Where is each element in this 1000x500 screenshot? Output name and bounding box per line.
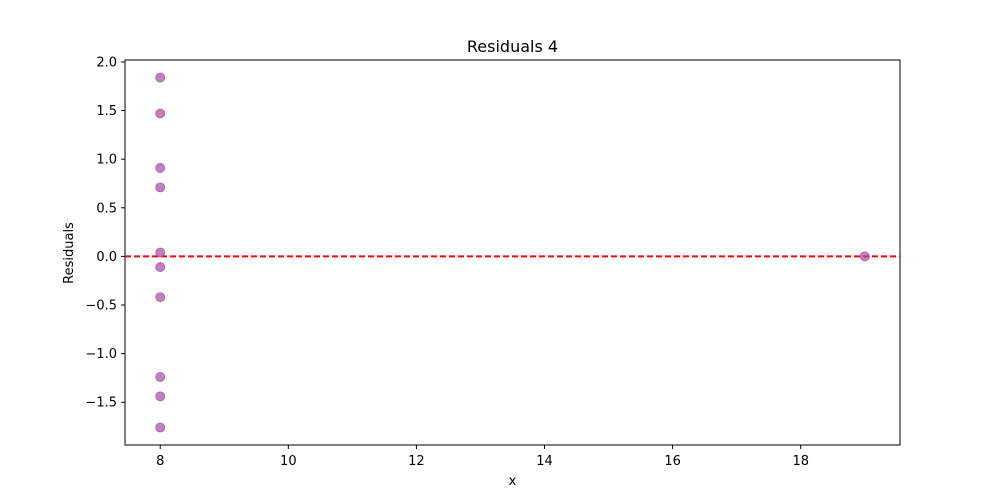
x-tick-label: 14 — [536, 454, 553, 469]
x-tick-label: 18 — [792, 454, 809, 469]
y-tick-label: 0.0 — [96, 250, 117, 265]
data-point — [155, 163, 166, 173]
data-points — [155, 72, 870, 433]
y-tick-label: 0.5 — [96, 201, 117, 216]
x-tick-label: 10 — [280, 454, 297, 469]
data-point — [859, 251, 870, 262]
x-tick-label: 16 — [664, 454, 681, 469]
x-tick-label: 12 — [408, 454, 425, 469]
data-point — [155, 72, 166, 83]
y-axis-ticks: −1.5 −1.0 −0.5 0.0 0.5 1.0 1.5 2.0 — [85, 55, 125, 411]
data-point — [155, 372, 166, 382]
y-tick-label: 1.5 — [96, 104, 117, 119]
y-tick-label: −1.0 — [85, 347, 117, 362]
y-tick-label: 1.0 — [96, 153, 117, 168]
data-point — [155, 292, 166, 303]
data-point — [155, 247, 166, 258]
x-axis-label: x — [509, 474, 517, 489]
y-tick-label: 2.0 — [96, 55, 117, 70]
y-axis-label: Residuals — [62, 222, 77, 284]
plot-frame — [124, 59, 901, 446]
y-tick-label: −1.5 — [85, 396, 117, 411]
x-axis-ticks: 8 10 12 14 16 18 — [156, 445, 809, 469]
x-tick-label: 8 — [156, 454, 164, 469]
data-point — [155, 182, 166, 193]
y-tick-label: −0.5 — [85, 299, 117, 314]
data-point — [155, 391, 166, 402]
chart-title: Residuals 4 — [467, 37, 558, 56]
data-point — [155, 262, 166, 272]
data-point — [155, 108, 166, 119]
data-point — [155, 422, 166, 433]
